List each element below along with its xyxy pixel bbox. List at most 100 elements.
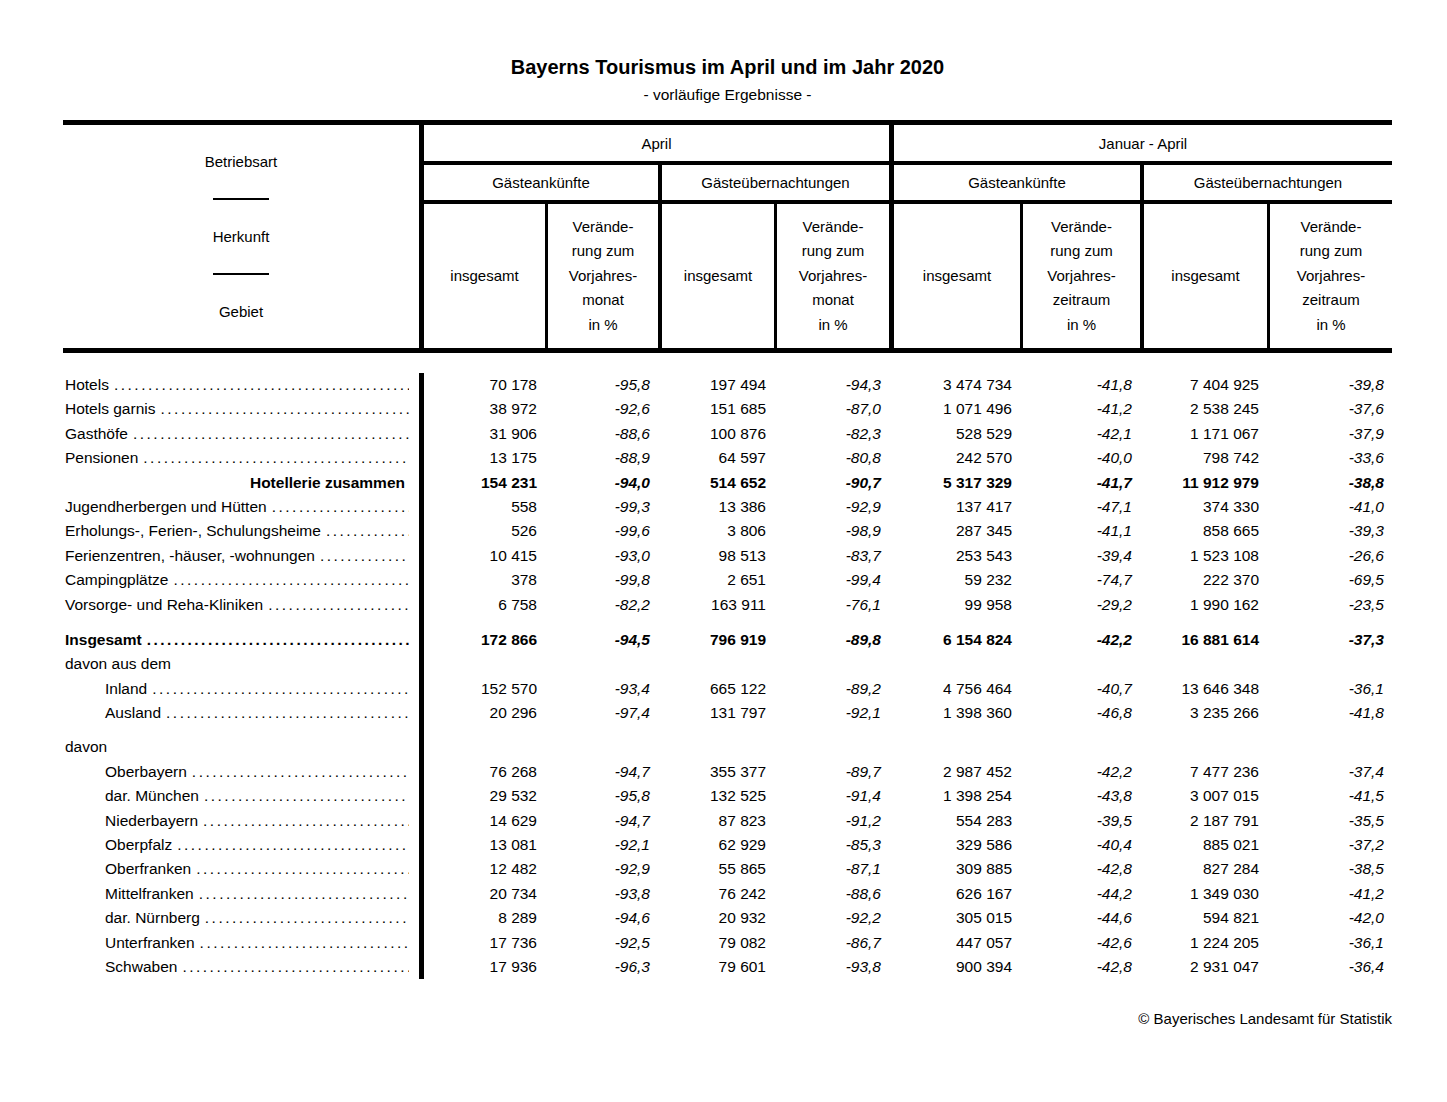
cell-change-pct: -88,6 (774, 882, 889, 906)
cell-change-pct: -99,8 (545, 568, 658, 592)
cell-change-pct: -93,4 (545, 677, 658, 701)
cell-total: 665 122 (658, 677, 774, 701)
cell-total: 13 646 348 (1140, 677, 1267, 701)
cell-change-pct: -99,4 (774, 568, 889, 592)
cell-change-pct: -38,5 (1267, 857, 1392, 881)
cell-total: 900 394 (889, 955, 1020, 979)
cell-change-pct: -92,1 (545, 833, 658, 857)
cell-total: 554 283 (889, 809, 1020, 833)
cell-change-pct: -94,0 (545, 471, 658, 495)
cell-change-pct: -88,6 (545, 422, 658, 446)
cell-change-pct: -41,0 (1267, 495, 1392, 519)
cell-total: 13 386 (658, 495, 774, 519)
table-row: Ferienzentren, -häuser, -wohnungen10 415… (63, 544, 1392, 568)
cell-change-pct: -87,1 (774, 857, 889, 881)
cell-total: 1 398 360 (889, 701, 1020, 725)
band-january-april: Januar - April Gästeankünfte insgesamt V… (889, 125, 1392, 348)
cell-total: 20 734 (424, 882, 545, 906)
cell-change-pct: -80,8 (774, 446, 889, 470)
cell-change-pct: -87,0 (774, 397, 889, 421)
table-row: Oberfranken12 482-92,955 865-87,1309 885… (63, 857, 1392, 881)
row-label: Oberbayern (63, 760, 424, 784)
cell-total: 287 345 (889, 519, 1020, 543)
row-label: Schwaben (63, 955, 424, 979)
cell-change-pct: -41,8 (1267, 701, 1392, 725)
cell-total: 3 806 (658, 519, 774, 543)
cell-total: 2 987 452 (889, 760, 1020, 784)
table-row: Mittelfranken20 734-93,876 242-88,6626 1… (63, 882, 1392, 906)
table-row: Pensionen13 175-88,964 597-80,8242 570-4… (63, 446, 1392, 470)
cell-total: 98 513 (658, 544, 774, 568)
cell-total: 858 665 (1140, 519, 1267, 543)
row-label (63, 725, 424, 735)
page: Bayerns Tourismus im April und im Jahr 2… (0, 0, 1447, 1102)
table-row: Oberpfalz13 081-92,162 929-85,3329 586-4… (63, 833, 1392, 857)
cell-total: 163 911 (658, 593, 774, 617)
cell-total: 64 597 (658, 446, 774, 470)
col-header-total: insgesamt (894, 204, 1020, 348)
cell-total: 2 931 047 (1140, 955, 1267, 979)
cell-total: 1 224 205 (1140, 931, 1267, 955)
cell-change-pct: -96,3 (545, 955, 658, 979)
cell-change-pct: -99,6 (545, 519, 658, 543)
cell-total: 100 876 (658, 422, 774, 446)
table-row: dar. Nürnberg8 289-94,620 932-92,2305 01… (63, 906, 1392, 930)
cell-total: 87 823 (658, 809, 774, 833)
row-label: Oberfranken (63, 857, 424, 881)
cell-total: 132 525 (658, 784, 774, 808)
cell-change-pct: -36,1 (1267, 677, 1392, 701)
cell-change-pct: -39,3 (1267, 519, 1392, 543)
row-label: Ausland (63, 701, 424, 725)
table-row: Schwaben17 936-96,379 601-93,8900 394-42… (63, 955, 1392, 979)
cell-total: 447 057 (889, 931, 1020, 955)
band-april: April Gästeankünfte insgesamt Verände- r… (424, 125, 889, 348)
cell-change-pct: -91,2 (774, 809, 889, 833)
cell-change-pct: -94,7 (545, 809, 658, 833)
row-label: Gasthöfe (63, 422, 424, 446)
cell-total: 6 154 824 (889, 628, 1020, 652)
divider-rule (213, 198, 269, 200)
cell-change-pct: -39,8 (1267, 373, 1392, 397)
cell-total: 5 317 329 (889, 471, 1020, 495)
cell-change-pct: -86,7 (774, 931, 889, 955)
cell-change-pct: -37,2 (1267, 833, 1392, 857)
cell-change-pct: -36,1 (1267, 931, 1392, 955)
dotted-leader (192, 760, 409, 784)
table-row: Oberbayern76 268-94,7355 377-89,72 987 4… (63, 760, 1392, 784)
cell-change-pct: -98,9 (774, 519, 889, 543)
col-header-change: Verände- rung zum Vorjahres- monat in % (774, 204, 889, 348)
cell-total: 526 (424, 519, 545, 543)
table-row: davon (63, 735, 1392, 759)
cell-total: 31 906 (424, 422, 545, 446)
cell-total: 1 398 254 (889, 784, 1020, 808)
cell-total: 1 990 162 (1140, 593, 1267, 617)
dotted-leader (203, 809, 409, 833)
table-row: Ausland20 296-97,4131 797-92,11 398 360-… (63, 701, 1392, 725)
dotted-leader (272, 495, 409, 519)
cell-change-pct: -74,7 (1020, 568, 1140, 592)
cell-total: 13 081 (424, 833, 545, 857)
table-header: Betriebsart Herkunft Gebiet April Gästea… (63, 120, 1392, 353)
row-label: Ferienzentren, -häuser, -wohnungen (63, 544, 424, 568)
cell-change-pct: -41,8 (1020, 373, 1140, 397)
cell-change-pct: -40,0 (1020, 446, 1140, 470)
cell-total: 38 972 (424, 397, 545, 421)
cell-total: 17 736 (424, 931, 545, 955)
cell-change-pct: -95,8 (545, 784, 658, 808)
dotted-leader (182, 955, 409, 979)
row-label: Erholungs-, Ferien-, Schulungsheime (63, 519, 424, 543)
table-row: davon aus dem (63, 652, 1392, 676)
col-header-total: insgesamt (424, 204, 545, 348)
cell-total: 13 175 (424, 446, 545, 470)
band-title-january-april: Januar - April (894, 125, 1392, 165)
cell-change-pct: -92,9 (545, 857, 658, 881)
cell-total: 137 417 (889, 495, 1020, 519)
cell-total: 594 821 (1140, 906, 1267, 930)
cell-change-pct: -92,6 (545, 397, 658, 421)
page-title: Bayerns Tourismus im April und im Jahr 2… (63, 56, 1392, 78)
cell-change-pct: -37,3 (1267, 628, 1392, 652)
cell-total: 528 529 (889, 422, 1020, 446)
cell-total: 76 268 (424, 760, 545, 784)
cell-total: 514 652 (658, 471, 774, 495)
cell-change-pct: -46,8 (1020, 701, 1140, 725)
